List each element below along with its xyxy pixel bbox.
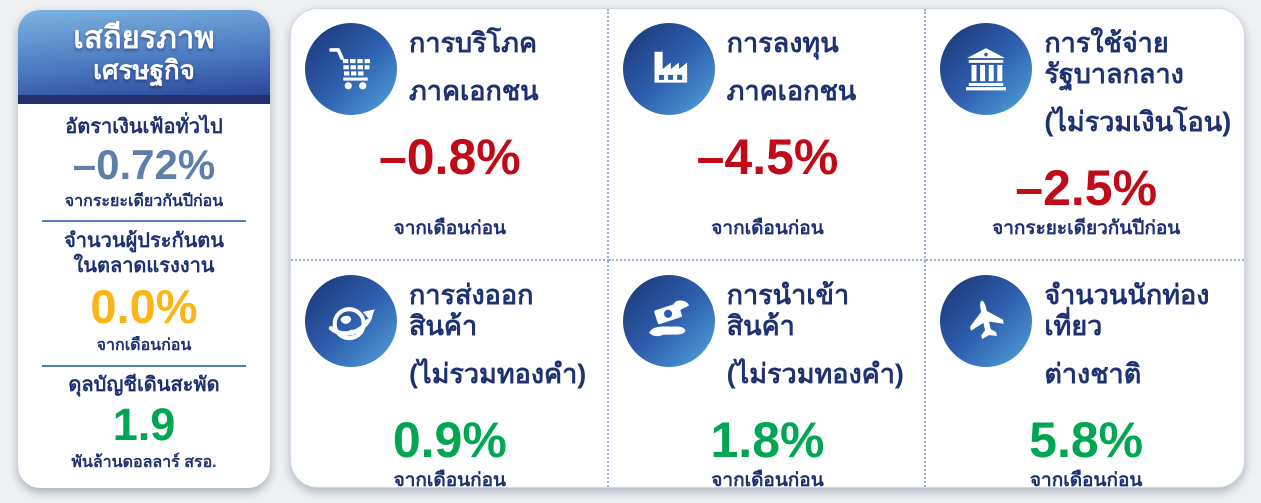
card-private-investment: การลงทุน ภาคเอกชน –4.5% จากเดือนก่อน [608,9,927,262]
card-value: –4.5% [696,129,839,186]
card-title-line2: ภาคเอกชน [409,76,539,107]
bank-icon [940,23,1033,115]
card-private-consumption: การบริโภค ภาคเอกชน –0.8% จากเดือนก่อน [291,9,609,262]
stat-current-account-label: ดุลบัญชีเดินสะพัด [68,374,220,397]
hand-money-icon [622,275,715,368]
card-private-investment-header: การลงทุน ภาคเอกชน [622,23,913,124]
card-title-line2: ภาคเอกชน [726,76,857,107]
sidebar-title-line2: เศรษฐกิจ [93,54,195,85]
card-title-line1: การใช้จ่ายรัฐบาลกลาง [1044,28,1184,90]
airplane-icon [940,275,1033,368]
sidebar-header: เสถียรภาพ เศรษฐกิจ [18,10,270,104]
card-title-line2: (ไม่รวมเงินโอน) [1044,107,1232,138]
card-title: จำนวนนักท่องเที่ยว ต่างชาติ [1044,275,1232,407]
card-title-line1: การนำเข้าสินค้า [726,280,850,342]
card-caption: จากเดือนก่อน [711,218,824,240]
stat-insured-workers-value: 0.0% [90,279,198,333]
stat-inflation-value: –0.72% [72,140,216,188]
factory-icon [622,23,715,115]
card-title-line2: (ไม่รวมทองคำ) [409,359,587,390]
card-value: 0.9% [392,412,507,469]
card-caption: จากเดือนก่อน [1029,470,1143,488]
stat-insured-workers: จำนวนผู้ประกันตน ในตลาดแรงงาน 0.0% จากเด… [18,229,270,358]
card-title: การนำเข้าสินค้า (ไม่รวมทองคำ) [727,275,913,407]
sidebar-title-line1: เสถียรภาพ [73,19,215,55]
card-title-line2: (ไม่รวมทองคำ) [726,359,904,390]
stat-current-account-caption: พันล้านดอลลาร์ สรอ. [71,454,217,472]
card-foreign-tourists: จำนวนนักท่องเที่ยว ต่างชาติ 5.8% จากเดือ… [926,261,1244,488]
stat-current-account-value: 1.9 [112,399,176,451]
card-caption: จากเดือนก่อน [393,470,507,488]
stat-inflation: อัตราเงินเฟ้อทั่วไป –0.72% จากระยะเดียวก… [18,115,270,214]
sidebar-panel: เสถียรภาพ เศรษฐกิจ อัตราเงินเฟ้อทั่วไป –… [18,10,270,488]
card-exports: การส่งออกสินค้า (ไม่รวมทองคำ) 0.9% จากเด… [291,261,609,488]
card-exports-header: การส่งออกสินค้า (ไม่รวมทองคำ) [305,275,595,407]
card-value: 5.8% [1029,412,1144,469]
sidebar-divider [42,364,246,367]
card-title: การลงทุน ภาคเอกชน [727,23,857,124]
card-private-consumption-header: การบริโภค ภาคเอกชน [305,23,595,124]
card-title: การใช้จ่ายรัฐบาลกลาง (ไม่รวมเงินโอน) [1044,23,1232,155]
stat-insured-workers-label-line1: จำนวนผู้ประกันตน [64,229,224,252]
card-imports: การนำเข้าสินค้า (ไม่รวมทองคำ) 1.8% จากเด… [609,261,927,488]
card-foreign-tourists-header: จำนวนนักท่องเที่ยว ต่างชาติ [940,275,1232,407]
shopping-cart-icon [305,23,397,115]
card-imports-header: การนำเข้าสินค้า (ไม่รวมทองคำ) [622,275,913,407]
stat-insured-workers-caption: จากเดือนก่อน [96,337,192,355]
stat-current-account: ดุลบัญชีเดินสะพัด 1.9 พันล้านดอลลาร์ สรอ… [18,373,270,475]
card-title-line1: การลงทุน [726,28,839,58]
stat-inflation-caption: จากระยะเดียวกันปีก่อน [64,192,224,210]
card-title-line1: การส่งออกสินค้า [409,280,534,342]
sidebar-divider [42,220,246,223]
card-caption: จากเดือนก่อน [393,218,507,240]
card-title: การส่งออกสินค้า (ไม่รวมทองคำ) [409,275,595,407]
indicators-grid: การบริโภค ภาคเอกชน –0.8% จากเดือนก่อน [291,9,1244,487]
indicators-panel: การบริโภค ภาคเอกชน –0.8% จากเดือนก่อน [290,8,1245,488]
card-value: –0.8% [378,129,521,186]
card-caption: จากระยะเดียวกันปีก่อน [992,218,1181,240]
card-title-line2: ต่างชาติ [1044,359,1142,390]
card-value: –2.5% [1015,160,1158,217]
card-title: การบริโภค ภาคเอกชน [409,23,539,124]
sidebar-body: อัตราเงินเฟ้อทั่วไป –0.72% จากระยะเดียวก… [18,104,270,488]
card-title-line1: การบริโภค [409,28,538,58]
card-government-spending-header: การใช้จ่ายรัฐบาลกลาง (ไม่รวมเงินโอน) [940,23,1232,155]
card-government-spending: การใช้จ่ายรัฐบาลกลาง (ไม่รวมเงินโอน) –2.… [926,9,1244,262]
globe-export-icon [305,275,397,368]
stat-insured-workers-label-line2: ในตลาดแรงงาน [73,254,215,277]
card-title-line1: จำนวนนักท่องเที่ยว [1044,280,1210,342]
stat-inflation-label: อัตราเงินเฟ้อทั่วไป [65,115,223,138]
card-value: 1.8% [710,412,825,469]
card-caption: จากเดือนก่อน [711,470,824,488]
